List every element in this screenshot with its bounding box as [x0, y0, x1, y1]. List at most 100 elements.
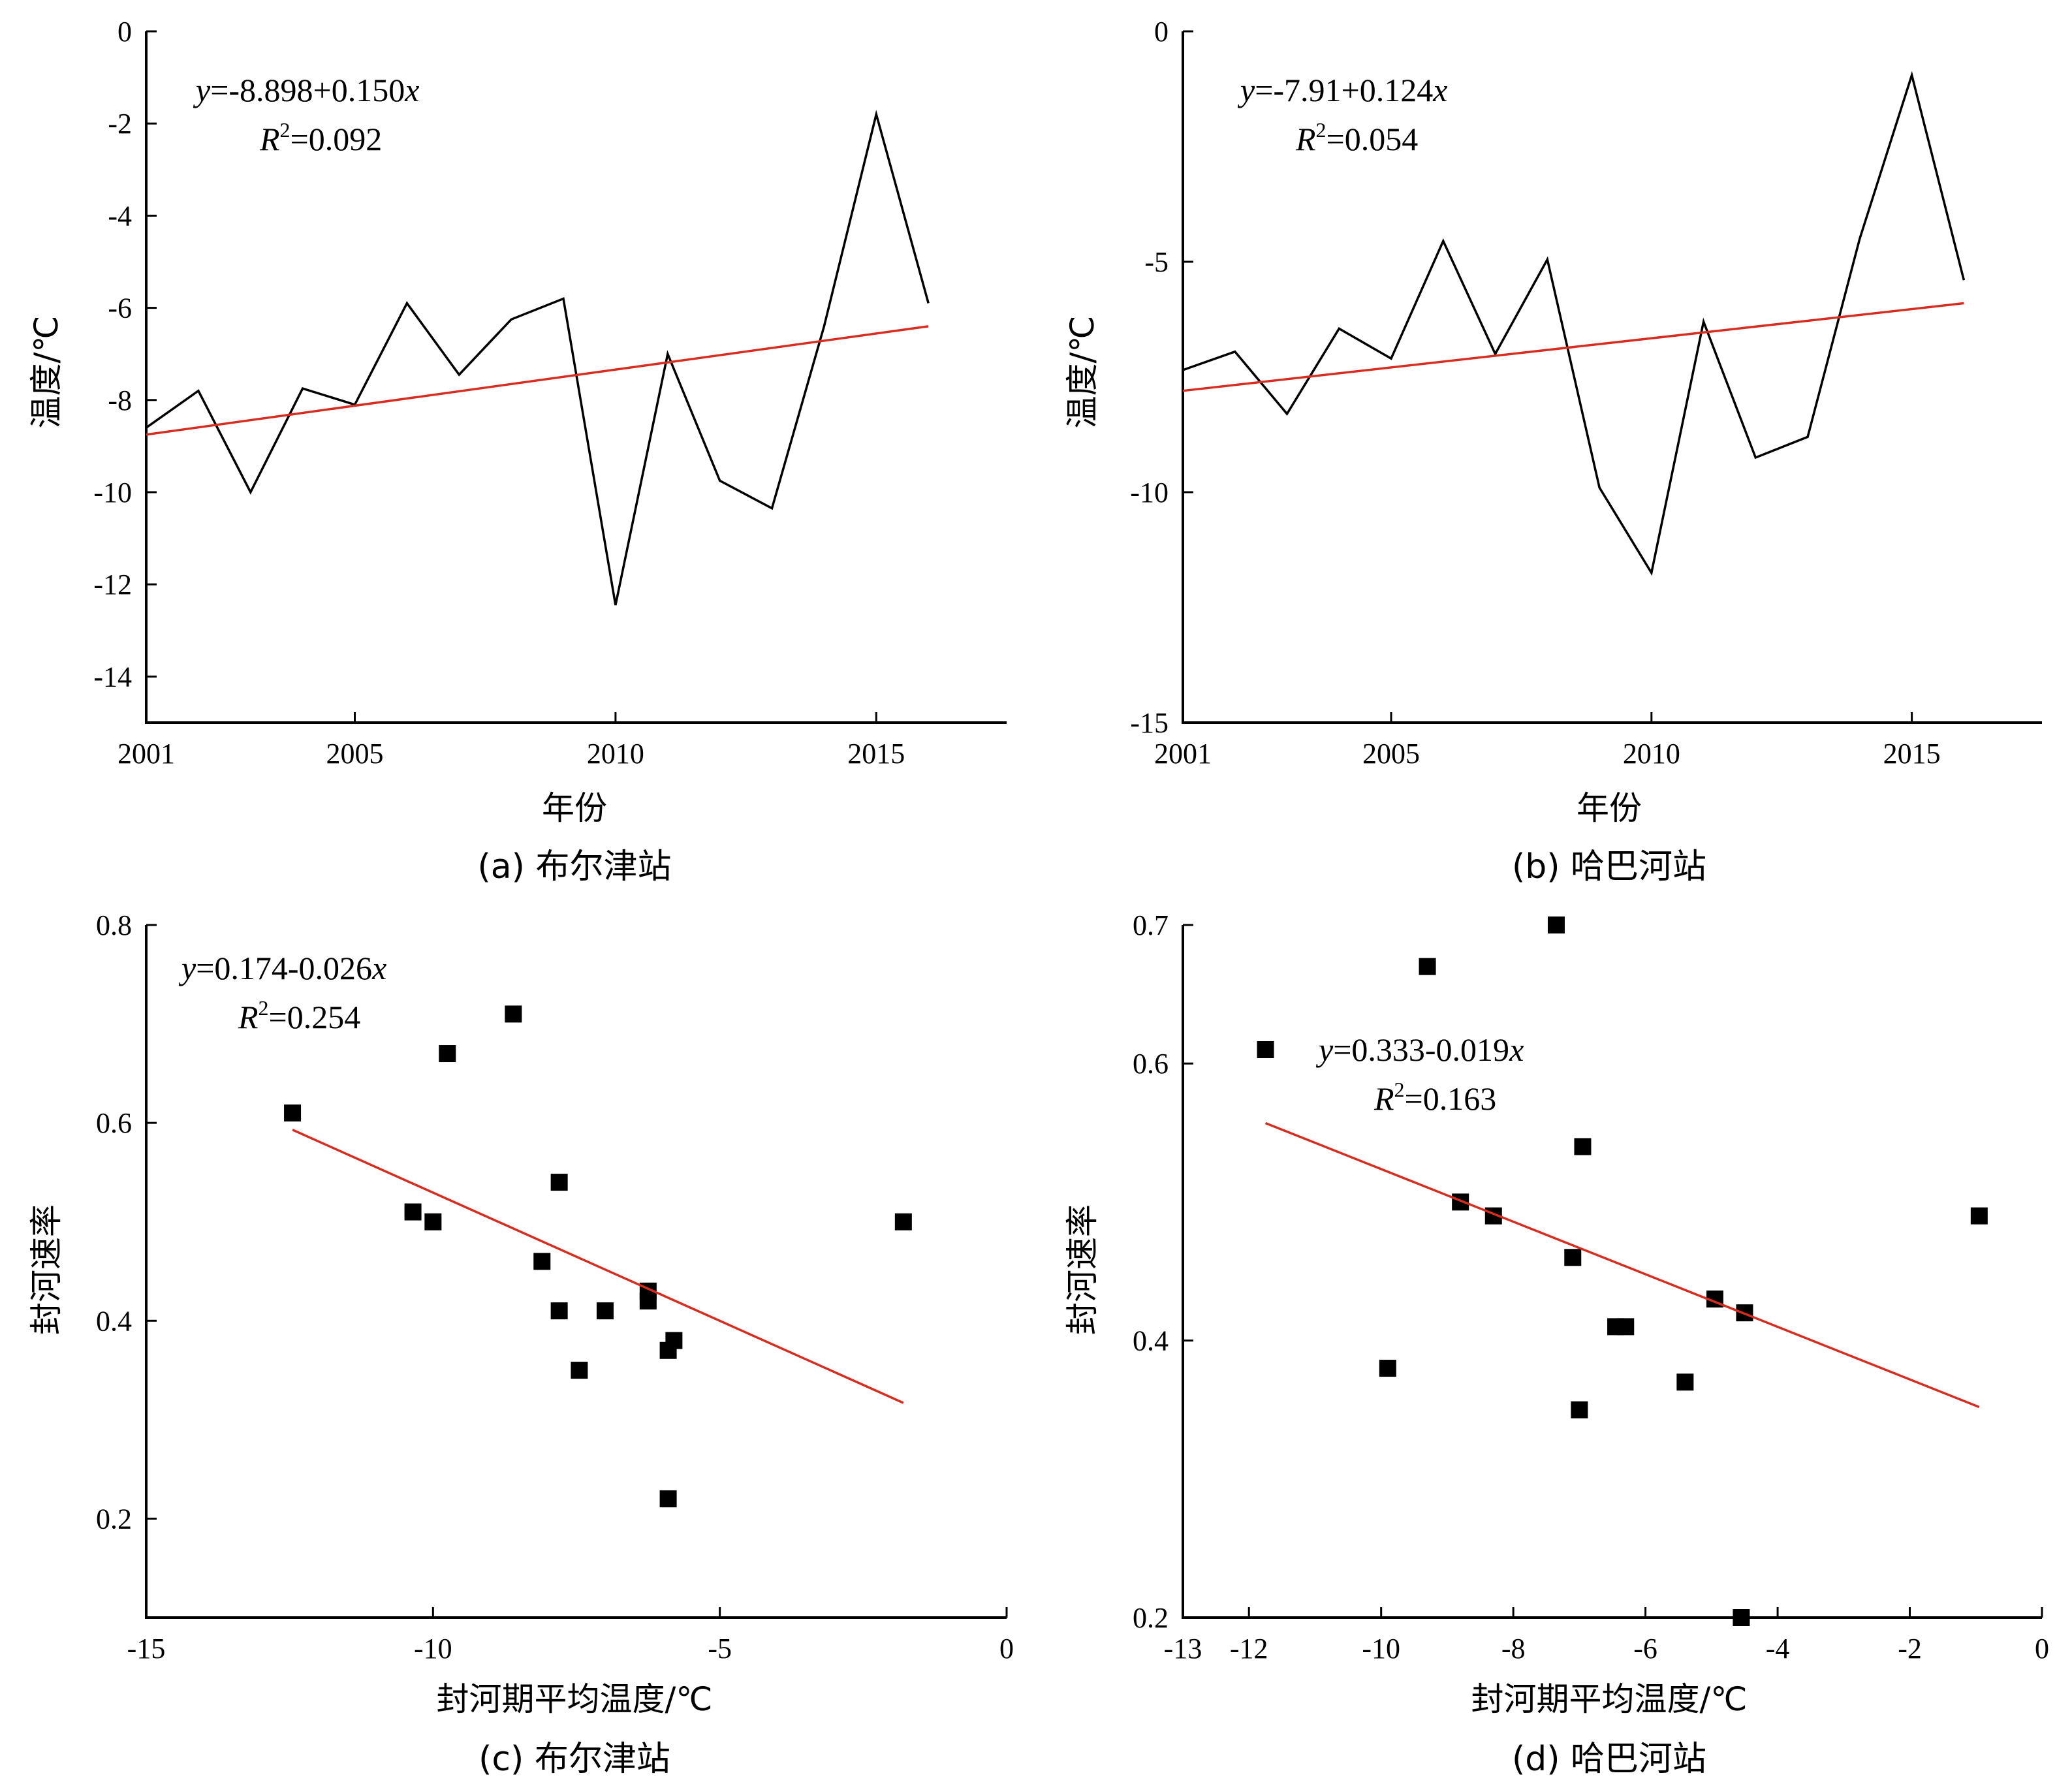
scatter-point	[1617, 1318, 1635, 1336]
scatter-point	[1564, 1249, 1582, 1266]
x-tick-label: 2015	[847, 738, 905, 770]
y-tick-label: 0.6	[1133, 1048, 1169, 1080]
scatter-point	[505, 1005, 522, 1023]
y-tick-label: 0	[118, 16, 132, 48]
y-tick-label: -14	[93, 661, 132, 693]
scatter-point	[1574, 1138, 1592, 1155]
y-tick-label: -5	[1144, 246, 1169, 278]
panel-c: 0.8 0.6 0.4 0.2 -15 -10 -5 0 y=0.174-0.026x R2=…	[27, 909, 1014, 1779]
y-tick-label: -4	[108, 200, 132, 232]
scatter-point	[284, 1104, 302, 1121]
scatter-point	[894, 1213, 912, 1230]
panel-a-equation: y=-8.898+0.150x	[193, 72, 419, 108]
panel-b-caption: (b) 哈巴河站	[1512, 847, 1706, 886]
y-tick-label: 0.4	[96, 1305, 132, 1337]
scatter-point	[596, 1302, 614, 1320]
panel-a-r-squared: R2=0.092	[259, 118, 382, 157]
x-tick-label: -10	[1362, 1633, 1400, 1665]
y-tick-label: 0.7	[1133, 909, 1169, 941]
panel-c-r-squared: R2=0.254	[238, 996, 360, 1035]
y-tick-label: 0.8	[96, 909, 132, 941]
x-tick-label: -6	[1633, 1633, 1657, 1665]
x-tick-label: 2010	[1623, 738, 1680, 770]
scatter-point	[1733, 1609, 1750, 1626]
panel-d-caption: (d) 哈巴河站	[1512, 1740, 1706, 1779]
panel-b-temperature-line	[1182, 70, 1966, 576]
panel-a-ticks: 0 -2 -4 -6 -8 -10 -12 -14 2001 2005 2010 2015	[93, 16, 1007, 770]
panel-c-equation: y=0.174-0.026x	[178, 950, 386, 986]
x-tick-label: 2010	[587, 738, 644, 770]
y-tick-label: -12	[93, 569, 132, 601]
panel-a-temperature-line	[145, 110, 930, 606]
x-tick-label: -4	[1766, 1633, 1790, 1665]
y-tick-label: -15	[1130, 707, 1169, 739]
scatter-point	[1419, 958, 1436, 975]
x-tick-label: -15	[127, 1633, 166, 1665]
scatter-point	[1257, 1041, 1274, 1058]
scatter-point	[639, 1292, 657, 1309]
panel-a-caption: (a) 布尔津站	[478, 847, 672, 886]
panel-d-equation: y=0.333-0.019x	[1315, 1031, 1524, 1068]
panel-c-y-axis-title: 封河速率	[27, 1204, 65, 1335]
panel-a-trend-line	[146, 325, 929, 436]
panel-c-trend-line	[292, 1129, 904, 1404]
panel-b-x-axis-title: 年份	[1577, 789, 1642, 827]
y-tick-label: 0.2	[1133, 1602, 1169, 1634]
panel-b-r-squared: R2=0.054	[1295, 118, 1418, 157]
panel-c-caption: (c) 布尔津站	[479, 1740, 670, 1779]
panel-d-r-squared: R2=0.163	[1373, 1078, 1496, 1117]
scatter-point	[404, 1203, 422, 1221]
panel-b-trend-line	[1182, 302, 1964, 392]
panel-a-series	[145, 110, 930, 606]
x-tick-label: 2015	[1883, 738, 1941, 770]
panel-a-y-axis-title: 温度/℃	[27, 316, 65, 429]
y-tick-label: 0.6	[96, 1107, 132, 1139]
y-tick-label: 0.4	[1133, 1325, 1169, 1357]
x-tick-label: -13	[1164, 1633, 1202, 1665]
scatter-point	[1970, 1207, 1988, 1225]
panel-d-ticks: 0.7 0.6 0.4 0.2-13 -12 -10 -8 -6 -4 -2 0	[1133, 909, 2049, 1665]
scatter-point	[533, 1253, 551, 1270]
panel-a: 0 -2 -4 -6 -8 -10 -12 -14 2001 2005 2010 2015 y=-8.…	[27, 16, 1007, 886]
scatter-point	[550, 1302, 568, 1320]
x-tick-label: 2001	[1154, 738, 1212, 770]
x-tick-label: 0	[2035, 1633, 2049, 1665]
scatter-point	[665, 1332, 683, 1349]
panel-d-series	[1257, 916, 1988, 1626]
x-tick-label: -10	[414, 1633, 452, 1665]
scatter-point	[1571, 1401, 1588, 1418]
y-tick-label: 0.2	[96, 1503, 132, 1535]
scatter-point	[550, 1174, 568, 1191]
scatter-point	[1547, 916, 1565, 933]
y-tick-label: -6	[108, 292, 132, 324]
y-tick-label: -10	[1130, 477, 1169, 509]
x-tick-label: -2	[1898, 1633, 1922, 1665]
x-tick-label: 2005	[326, 738, 384, 770]
scatter-point	[1379, 1360, 1396, 1377]
panel-d-y-axis-title: 封河速率	[1063, 1204, 1101, 1335]
x-tick-label: -5	[708, 1633, 732, 1665]
scatter-point	[659, 1490, 677, 1508]
y-tick-label: -2	[108, 108, 132, 140]
x-tick-label: -8	[1501, 1633, 1526, 1665]
panel-a-x-axis-title: 年份	[542, 789, 607, 827]
x-tick-label: 0	[999, 1633, 1014, 1665]
scatter-point	[571, 1362, 588, 1379]
panel-c-series	[284, 1005, 912, 1508]
scatter-point	[424, 1213, 442, 1230]
panel-b-y-axis-title: 温度/℃	[1063, 316, 1101, 429]
panel-d-trend-line	[1264, 1121, 1980, 1409]
scatter-point	[1676, 1373, 1694, 1391]
scatter-point	[439, 1045, 456, 1063]
panel-c-x-axis-title: 封河期平均温度/℃	[437, 1680, 713, 1718]
x-tick-label: 2005	[1362, 738, 1420, 770]
panel-d-x-axis-title: 封河期平均温度/℃	[1471, 1680, 1748, 1718]
y-tick-label: -10	[93, 477, 132, 509]
panel-c-ticks: 0.8 0.6 0.4 0.2 -15 -10 -5 0	[96, 909, 1014, 1665]
panel-d: 0.7 0.6 0.4 0.2-13 -12 -10 -8 -6 -4 -2 0 y=0.333-0…	[1063, 909, 2049, 1779]
panel-b-equation: y=-7.91+0.124x	[1237, 72, 1447, 108]
y-tick-label: -8	[108, 384, 132, 416]
